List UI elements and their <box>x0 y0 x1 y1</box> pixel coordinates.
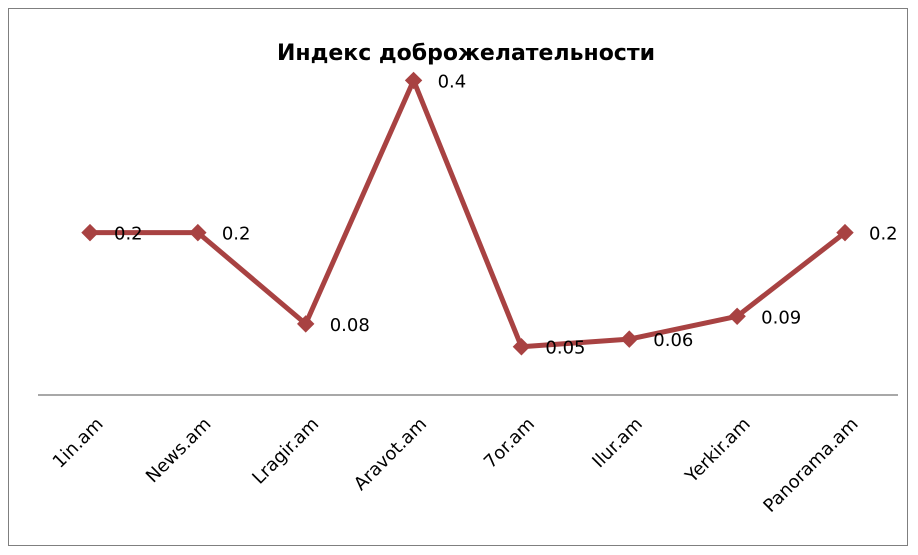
x-tick-label: Ilur.am <box>588 414 647 473</box>
x-tick-label: Lragir.am <box>248 414 323 489</box>
data-label: 0.08 <box>330 315 370 336</box>
data-point-marker <box>404 71 423 90</box>
x-tick-label: Aravot.am <box>350 414 431 495</box>
x-tick-label: News.am <box>142 414 215 487</box>
x-tick-label: Panorama.am <box>759 414 862 517</box>
data-label: 0.2 <box>222 224 251 245</box>
chart-frame <box>8 8 908 546</box>
series-line <box>87 77 848 350</box>
x-tick-label: 7or.am <box>480 414 539 473</box>
data-point-marker <box>836 223 854 242</box>
data-point-marker <box>297 315 315 333</box>
x-tick-label: Yerkir.am <box>681 414 755 488</box>
data-label: 0.2 <box>114 224 143 245</box>
data-point-marker <box>620 330 638 348</box>
data-point-marker <box>512 338 531 356</box>
data-point-marker <box>81 223 99 242</box>
data-label: 0.05 <box>545 338 585 359</box>
data-label: 0.4 <box>438 71 467 92</box>
data-label: 0.09 <box>761 307 801 328</box>
data-label: 0.2 <box>869 224 898 245</box>
data-point-marker <box>728 307 746 326</box>
data-point-marker <box>189 223 207 242</box>
data-label: 0.06 <box>653 330 693 351</box>
x-tick-label: 1in.am <box>49 414 108 473</box>
chart-title: Индекс доброжелательности <box>277 41 655 66</box>
